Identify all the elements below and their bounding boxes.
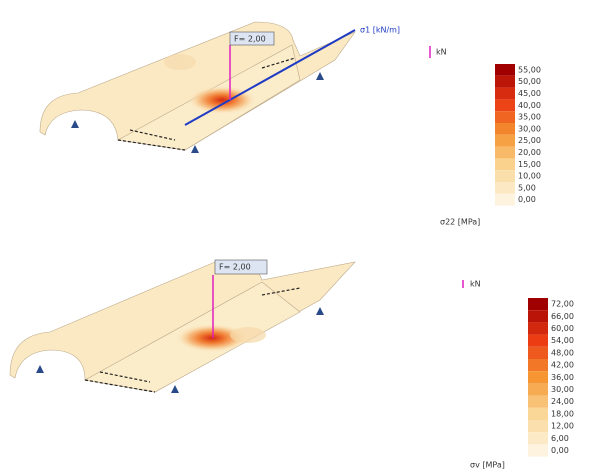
model-top: F= 2,00 σ1 [kN/m] kN — [40, 22, 447, 153]
legend-label: 6,00 — [551, 434, 569, 443]
legend-label: 10,00 — [518, 172, 541, 181]
legend-swatch — [495, 170, 515, 182]
legend-swatch — [528, 322, 548, 334]
legend-swatch — [495, 182, 515, 194]
legend-swatch — [528, 383, 548, 395]
legend-swatch — [495, 135, 515, 147]
load-label: F= 2,00 — [234, 35, 266, 44]
legend-swatch — [528, 432, 548, 444]
legend-label: 42,00 — [551, 361, 574, 370]
legend-swatch — [528, 298, 548, 310]
legend-label: 72,00 — [551, 300, 574, 309]
legend-swatch — [495, 194, 515, 206]
legend-label: 66,00 — [551, 312, 574, 321]
legend-label: 0,00 — [518, 195, 536, 204]
legend-swatch — [495, 147, 515, 159]
legend-swatch — [528, 335, 548, 347]
legend-swatch — [528, 310, 548, 322]
legend-label: 18,00 — [551, 409, 574, 418]
legend-swatch — [495, 64, 515, 76]
load-label: F= 2,00 — [219, 263, 251, 272]
legend-label: 36,00 — [551, 373, 574, 382]
legend-label: 30,00 — [518, 124, 541, 133]
legend-swatch — [528, 408, 548, 420]
model-bottom: F= 2,00 kN — [10, 260, 481, 393]
legend-label: 15,00 — [518, 160, 541, 169]
legend-label: 45,00 — [518, 89, 541, 98]
legend-label: 25,00 — [518, 136, 541, 145]
legend-label: 50,00 — [518, 77, 541, 86]
legends: 55,00 50,00 45,00 40,00 35,00 30,00 25,00 20,00… — [440, 64, 574, 470]
legend-label: 24,00 — [551, 397, 574, 406]
legend-label: 54,00 — [551, 336, 574, 345]
legend-swatch — [495, 76, 515, 88]
legend-label: 0,00 — [551, 446, 569, 455]
legend-label: 35,00 — [518, 113, 541, 122]
legend-unit: σv [MPa] — [470, 461, 505, 470]
legend-label: 5,00 — [518, 183, 536, 192]
legend-swatch — [528, 347, 548, 359]
line-label: σ1 [kN/m] — [360, 26, 400, 35]
legend-label: 30,00 — [551, 385, 574, 394]
legend-swatch — [495, 88, 515, 100]
legend-swatch — [528, 396, 548, 408]
legend-label: 12,00 — [551, 422, 574, 431]
legend-swatch — [528, 420, 548, 432]
legend-swatch — [495, 99, 515, 111]
legend-swatch — [495, 111, 515, 123]
legend-label: 40,00 — [518, 101, 541, 110]
legend-label: 55,00 — [518, 65, 541, 74]
legend-label: 48,00 — [551, 348, 574, 357]
force-unit: kN — [470, 280, 481, 289]
legend-swatch — [495, 158, 515, 170]
screenshot: F= 2,00 σ1 [kN/m] kN F= 2,00 kN 55,00 50,… — [0, 0, 595, 472]
legend-label: 20,00 — [518, 148, 541, 157]
legend-unit: σ22 [MPa] — [440, 218, 480, 227]
legend-swatch — [528, 444, 548, 456]
legend-label: 60,00 — [551, 324, 574, 333]
legend-swatch — [495, 123, 515, 135]
legend-swatch — [528, 359, 548, 371]
force-unit: kN — [436, 48, 447, 57]
legend-swatch — [528, 371, 548, 383]
stress-zone — [164, 54, 196, 70]
stress-zone — [230, 327, 266, 343]
